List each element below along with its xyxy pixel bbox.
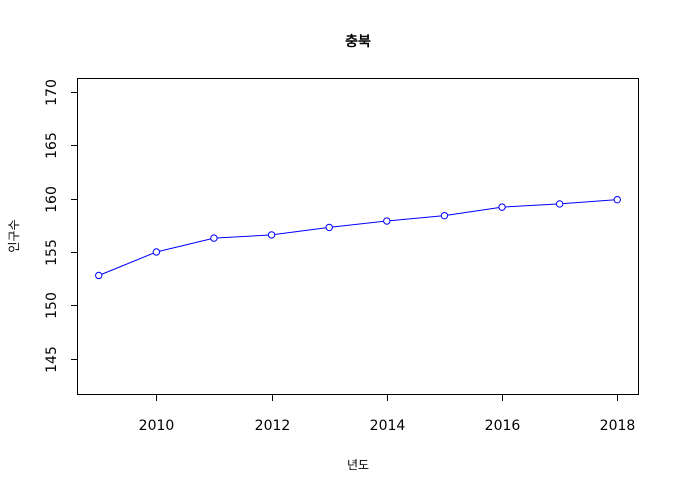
y-tick-label: 170 [44, 79, 60, 106]
y-tick-label: 160 [44, 186, 60, 213]
data-point-2018 [614, 196, 620, 202]
data-points [96, 196, 621, 278]
data-point-2014 [384, 218, 390, 224]
x-axis-label: 년도 [347, 458, 369, 472]
y-axis: 145 150 155 160 165 170 [44, 79, 78, 373]
data-point-2017 [556, 201, 562, 207]
y-tick-label: 165 [44, 132, 60, 159]
chart-title: 충북 [345, 34, 371, 50]
data-point-2012 [268, 232, 274, 238]
data-point-2013 [326, 224, 332, 230]
x-tick-label: 2012 [255, 418, 291, 434]
x-tick-label: 2018 [600, 418, 636, 434]
y-tick-label: 150 [44, 292, 60, 319]
x-tick-label: 2016 [485, 418, 521, 434]
data-point-2015 [441, 212, 447, 218]
series-line [99, 200, 618, 276]
x-axis: 2010 2012 2014 2016 2018 [139, 395, 636, 435]
x-tick-label: 2010 [139, 418, 175, 434]
data-point-2010 [153, 249, 159, 255]
x-tick-label: 2014 [370, 418, 406, 434]
data-point-2011 [211, 235, 217, 241]
plot-frame [78, 79, 639, 395]
data-point-2016 [499, 204, 505, 210]
y-axis-label: 인구수 [7, 219, 21, 252]
y-tick-label: 145 [44, 346, 60, 373]
y-tick-label: 155 [44, 239, 60, 266]
data-point-2009 [96, 272, 102, 278]
